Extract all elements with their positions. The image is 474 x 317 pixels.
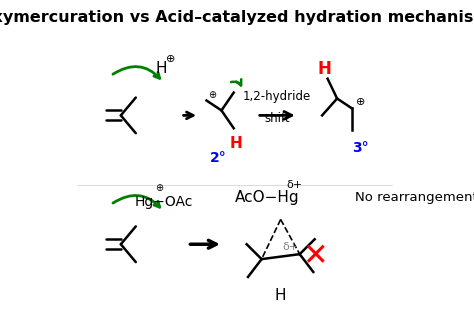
Text: ⊕: ⊕ [356,98,365,107]
Text: 1,2-hydride: 1,2-hydride [243,90,311,103]
Text: Oxymercuration vs Acid–catalyzed hydration mechanism: Oxymercuration vs Acid–catalyzed hydrati… [0,10,474,25]
Text: No rearrangement: No rearrangement [356,191,474,204]
Text: Hg−OAc: Hg−OAc [135,195,193,209]
Text: H: H [156,61,167,76]
Text: ⊕: ⊕ [208,90,216,100]
Text: H: H [230,136,243,151]
Text: ⊕: ⊕ [155,183,163,193]
Text: ⊕: ⊕ [166,54,175,64]
Text: ✕: ✕ [302,243,328,272]
Text: H: H [318,60,332,78]
Text: shift: shift [264,112,290,125]
Text: δ+: δ+ [286,180,302,190]
Text: H: H [275,288,286,303]
Text: AcO−Hg: AcO−Hg [235,190,300,205]
Text: 3°: 3° [353,141,369,155]
Text: δ+: δ+ [283,242,299,252]
Text: 2°: 2° [210,151,227,165]
